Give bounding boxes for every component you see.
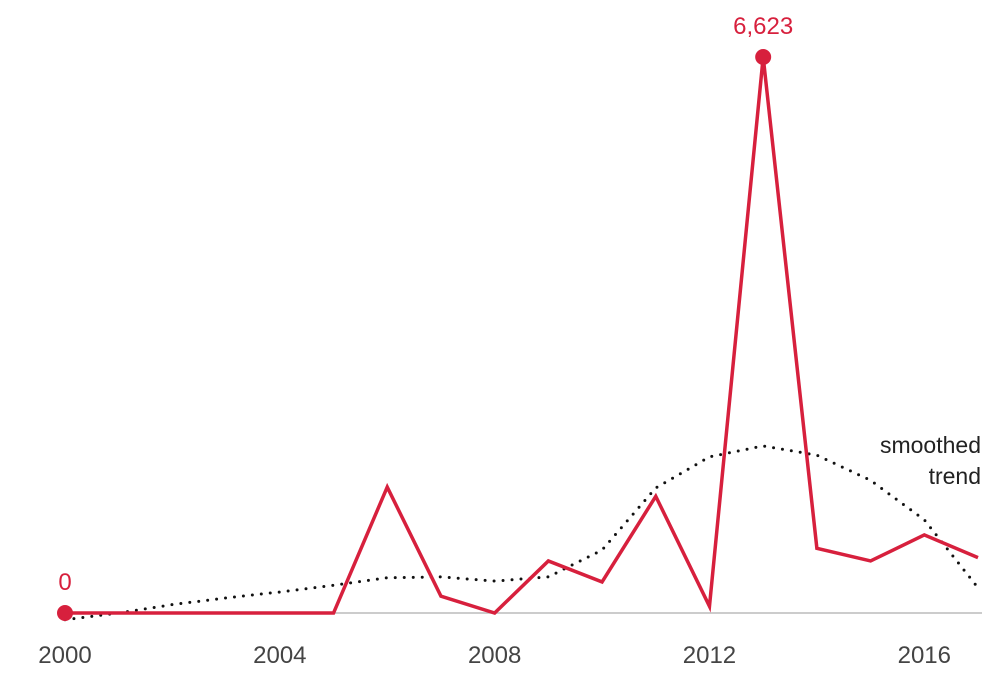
x-tick-label: 2004 xyxy=(253,642,306,669)
x-tick-label: 2016 xyxy=(898,642,951,669)
point xyxy=(57,605,73,621)
series-line xyxy=(63,444,980,622)
series-line xyxy=(65,56,979,615)
value-label: 6,623 xyxy=(733,13,793,40)
trend-label: smoothed trend xyxy=(879,432,981,489)
x-tick-label: 2000 xyxy=(38,642,91,669)
x-tick-label: 2012 xyxy=(683,642,736,669)
point xyxy=(755,49,772,65)
value-label: 0 xyxy=(58,569,71,596)
x-tick-label: 2008 xyxy=(468,642,521,669)
